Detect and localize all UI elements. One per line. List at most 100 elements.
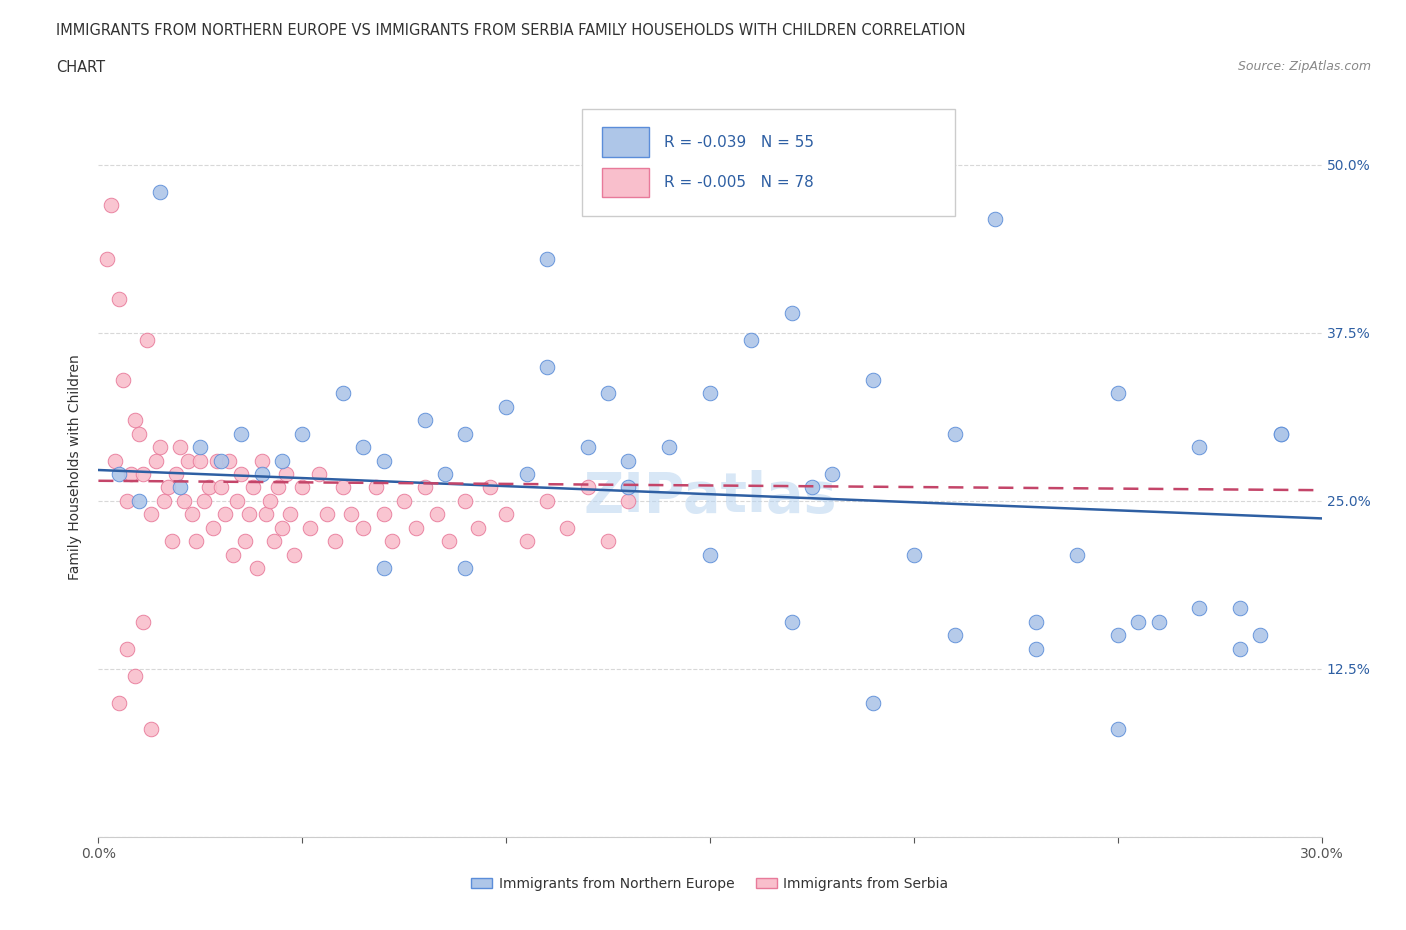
Point: [454, 494, 477, 509]
Point: [1249, 628, 1271, 643]
Point: [821, 467, 844, 482]
Point: [136, 332, 159, 347]
Point: [186, 534, 208, 549]
Point: [1229, 642, 1251, 657]
Point: [209, 480, 232, 495]
Point: [332, 386, 354, 401]
Text: IMMIGRANTS FROM NORTHERN EUROPE VS IMMIGRANTS FROM SERBIA FAMILY HOUSEHOLDS WITH: IMMIGRANTS FROM NORTHERN EUROPE VS IMMIG…: [56, 23, 966, 38]
Point: [740, 332, 762, 347]
Point: [141, 507, 163, 522]
Text: R = -0.039   N = 55: R = -0.039 N = 55: [664, 135, 814, 150]
Point: [352, 440, 374, 455]
Point: [658, 440, 681, 455]
Text: CHART: CHART: [56, 60, 105, 75]
Point: [263, 534, 285, 549]
Point: [903, 547, 925, 562]
Point: [862, 373, 884, 388]
FancyBboxPatch shape: [582, 109, 955, 216]
Point: [274, 467, 297, 482]
Point: [536, 251, 558, 266]
Point: [108, 695, 131, 710]
Point: [231, 467, 253, 482]
Point: [156, 480, 179, 495]
Point: [576, 440, 599, 455]
Point: [115, 642, 138, 657]
Point: [270, 521, 294, 536]
Point: [128, 494, 150, 509]
Point: [862, 695, 884, 710]
Point: [413, 480, 436, 495]
Point: [128, 426, 150, 441]
Point: [434, 467, 457, 482]
Point: [124, 413, 146, 428]
Point: [381, 534, 404, 549]
Point: [193, 494, 215, 509]
Point: [291, 480, 314, 495]
Point: [132, 467, 155, 482]
Point: [984, 211, 1007, 226]
Point: [132, 615, 155, 630]
Point: [340, 507, 363, 522]
Point: [181, 507, 204, 522]
Point: [392, 494, 416, 509]
Point: [270, 453, 294, 468]
Point: [467, 521, 489, 536]
Point: [246, 561, 269, 576]
Y-axis label: Family Households with Children: Family Households with Children: [69, 354, 83, 580]
Point: [226, 494, 249, 509]
Point: [233, 534, 256, 549]
Point: [238, 507, 260, 522]
Point: [426, 507, 449, 522]
Point: [111, 373, 134, 388]
Point: [120, 467, 142, 482]
Legend: Immigrants from Northern Europe, Immigrants from Serbia: Immigrants from Northern Europe, Immigra…: [465, 871, 955, 897]
Point: [222, 547, 245, 562]
Point: [214, 507, 236, 522]
Point: [364, 480, 387, 495]
Point: [323, 534, 346, 549]
Point: [617, 453, 640, 468]
Point: [250, 453, 273, 468]
Point: [250, 467, 273, 482]
Point: [169, 480, 191, 495]
Point: [160, 534, 183, 549]
Point: [352, 521, 374, 536]
Point: [124, 669, 146, 684]
Point: [115, 494, 138, 509]
Point: [149, 440, 172, 455]
Point: [259, 494, 281, 509]
Point: [943, 426, 966, 441]
Point: [598, 534, 620, 549]
Point: [373, 507, 395, 522]
Text: Source: ZipAtlas.com: Source: ZipAtlas.com: [1237, 60, 1371, 73]
Point: [699, 547, 721, 562]
Point: [598, 386, 620, 401]
Point: [801, 480, 824, 495]
Point: [699, 386, 721, 401]
Point: [108, 467, 131, 482]
Point: [308, 467, 330, 482]
Point: [413, 413, 436, 428]
Point: [617, 480, 640, 495]
Point: [1188, 440, 1211, 455]
Point: [267, 480, 290, 495]
Point: [1107, 628, 1129, 643]
Point: [188, 440, 212, 455]
Point: [145, 453, 167, 468]
Point: [96, 251, 118, 266]
Point: [1270, 426, 1292, 441]
Point: [373, 561, 395, 576]
Bar: [602, 168, 650, 197]
Point: [201, 521, 224, 536]
Point: [454, 426, 477, 441]
Point: [1107, 722, 1129, 737]
Point: [242, 480, 264, 495]
Point: [495, 399, 517, 414]
Point: [454, 561, 477, 576]
Point: [1188, 601, 1211, 616]
Point: [516, 534, 538, 549]
Text: R = -0.005   N = 78: R = -0.005 N = 78: [664, 175, 813, 190]
Point: [197, 480, 219, 495]
Point: [943, 628, 966, 643]
Point: [495, 507, 517, 522]
